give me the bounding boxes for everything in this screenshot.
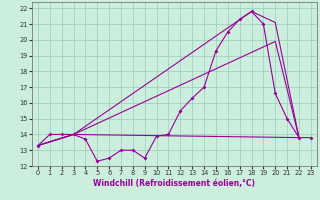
X-axis label: Windchill (Refroidissement éolien,°C): Windchill (Refroidissement éolien,°C) xyxy=(93,179,255,188)
